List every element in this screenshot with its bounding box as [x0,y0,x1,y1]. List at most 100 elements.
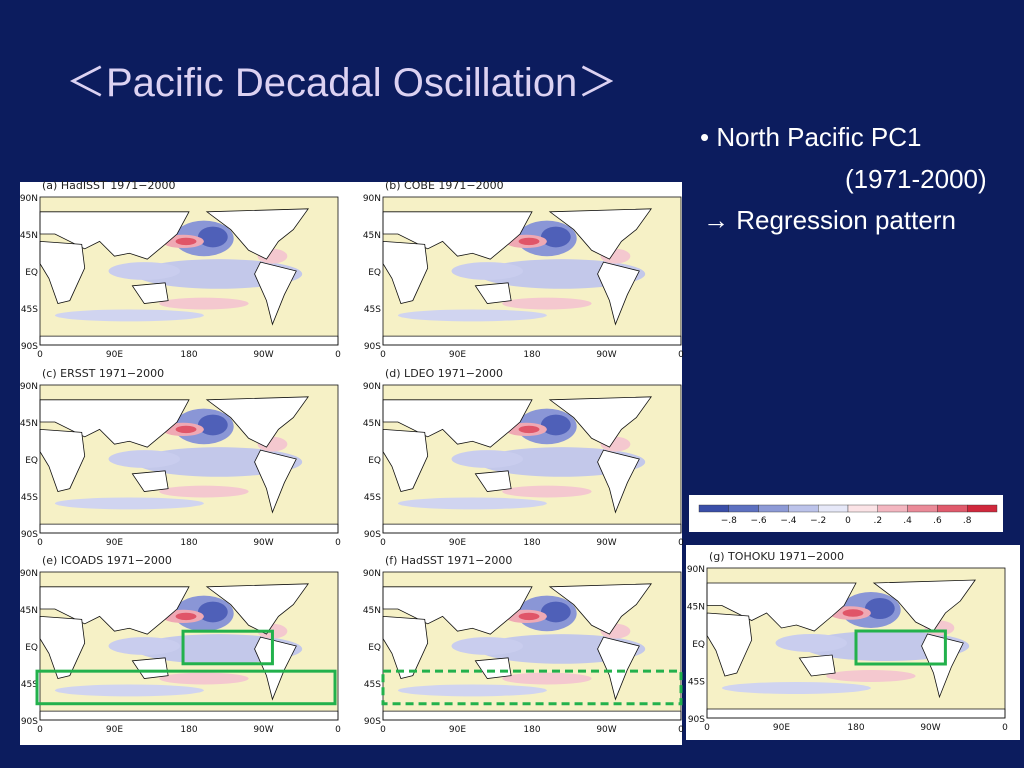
continent [131,282,169,304]
continent [597,449,640,514]
lat-label: 90N [20,194,38,204]
map-frame [382,196,682,346]
continent [474,282,512,304]
anomaly-negative [540,414,571,436]
panel-label: (g) TOHOKU 1971−2000 [709,550,844,563]
anomaly-negative [197,601,228,623]
lat-label: 45S [688,678,705,688]
lon-label: 90E [449,725,466,735]
continent [382,586,533,635]
panel-label: (e) ICOADS 1971−2000 [42,554,172,567]
continent [382,523,682,534]
anomaly-negative [397,497,547,510]
continent [382,710,682,721]
anomaly-positive [175,612,197,621]
anomaly-positive [159,485,249,498]
lon-label: 180 [523,538,540,548]
anomaly-negative [540,601,571,623]
lon-label: 90W [596,350,616,360]
anomaly-positive [518,237,540,246]
anomaly-positive [842,609,864,617]
lon-label: 180 [180,350,197,360]
lat-label: 90N [20,569,38,579]
colorbar-swatch [967,504,998,513]
continent [39,615,86,680]
continent [39,586,190,635]
lon-label: 180 [180,538,197,548]
continent [39,428,86,493]
panel-label: (f) HadSST 1971−2000 [385,554,512,567]
lat-label: EQ [692,640,705,650]
colorbar-label: 0 [845,516,851,526]
bullet: • North Pacific PC1 [700,122,922,152]
panel-label: (d) LDEO 1971−2000 [385,367,503,380]
lon-label: 0 [380,350,386,360]
continent [474,470,512,492]
panel-label: (a) HadISST 1971−2000 [42,179,175,192]
map-frame [39,571,339,721]
continent [39,240,86,305]
lat-label: 90S [364,530,381,540]
colorbar-swatch [877,504,908,513]
map-frame [382,571,682,721]
continent [254,449,297,514]
bullet-period: (1971-2000) [845,164,987,194]
lon-label: 90W [920,723,940,733]
lon-label: 90W [596,538,616,548]
lat-label: 90S [364,717,381,727]
anomaly-positive [518,612,540,621]
colorbar-swatch [788,504,819,513]
anomaly-negative [397,684,547,697]
anomaly-positive [502,485,592,498]
colorbar-swatch [698,504,729,513]
anomaly-negative [108,450,181,468]
lat-label: 90N [363,382,381,392]
lat-label: 45S [364,493,381,503]
colorbar-swatch [758,504,789,513]
anomaly-negative [54,309,204,322]
colorbar-label: .6 [933,516,942,526]
lon-label: 90W [253,538,273,548]
continent [872,579,976,632]
lat-label: 90N [687,565,705,575]
panel-label: (c) ERSST 1971−2000 [42,367,164,380]
lat-label: 45N [20,606,38,616]
lat-label: 90S [21,342,38,352]
colorbar-label: −.4 [780,516,796,526]
lat-label: EQ [25,268,38,278]
continent [39,523,339,534]
map-frame [382,384,682,534]
continent [597,261,640,326]
lon-label: 90E [106,725,123,735]
lon-label: 0 [678,538,684,548]
map-frame [39,196,339,346]
lon-label: 0 [1002,723,1008,733]
lon-label: 0 [380,538,386,548]
anomaly-negative [451,637,524,655]
continent [382,240,429,305]
panel-label: (b) COBE 1971−2000 [385,179,504,192]
lon-label: 0 [335,538,341,548]
continent [205,396,309,448]
colorbar-label: −.2 [810,516,826,526]
lat-label: EQ [368,643,381,653]
lat-label: 90N [20,382,38,392]
lat-label: EQ [368,456,381,466]
anomaly-negative [864,598,895,619]
lat-label: 45N [20,419,38,429]
lat-label: 45N [363,231,381,241]
anomaly-negative [451,450,524,468]
anomaly-negative [108,262,181,280]
continent [706,708,1006,719]
continent [548,583,652,635]
anomaly-negative [54,497,204,510]
lon-label: 180 [847,723,864,733]
lat-label: 45S [364,305,381,315]
continent [382,335,682,346]
lon-label: 90E [773,723,790,733]
lon-label: 180 [180,725,197,735]
anomaly-positive [502,297,592,310]
anomaly-positive [826,670,916,682]
lon-label: 0 [37,538,43,548]
